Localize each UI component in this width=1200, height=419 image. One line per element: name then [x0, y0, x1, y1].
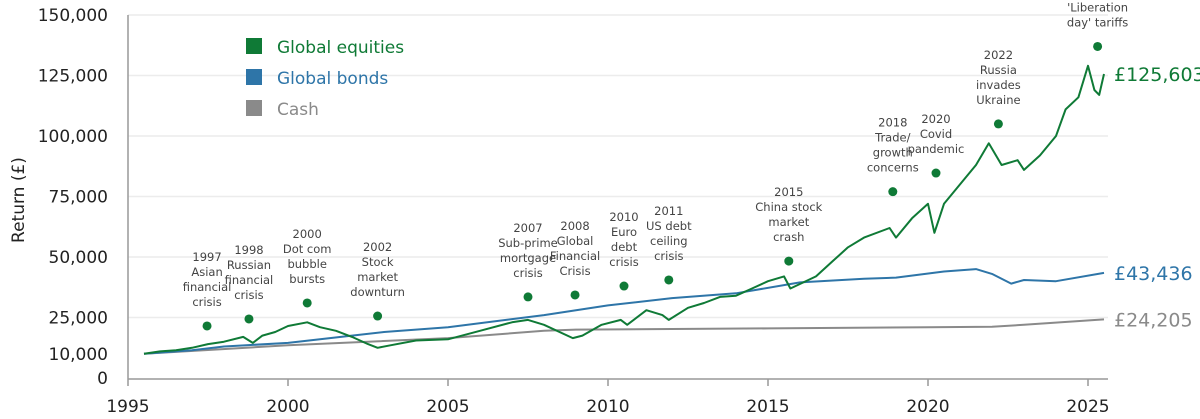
legend: Global equities Global bonds Cash [246, 38, 404, 120]
event-marker [619, 281, 629, 291]
event-marker [664, 275, 674, 285]
event-label: Crisis [559, 264, 590, 278]
legend-label: Global bonds [277, 69, 388, 89]
series-line-global-bonds [143, 268, 1105, 355]
series-lines: £24,205 £43,436 £125,603 [143, 64, 1200, 355]
event-label: bubble [287, 257, 326, 271]
series-line-global-equities [143, 64, 1105, 355]
event-label: day' tariffs [1067, 15, 1128, 29]
event-label: Global [557, 234, 594, 248]
event-label: Dot com [283, 242, 332, 256]
end-value-label: £24,205 [1114, 309, 1193, 331]
event-label: 1997 [192, 250, 221, 264]
event-label: crisis [513, 266, 542, 280]
y-tick-label: 10,000 [49, 345, 108, 365]
event-label: Sub-prime [498, 236, 558, 250]
event-label: bursts [289, 272, 325, 286]
event-marker [1093, 41, 1103, 51]
x-tick-label: 2000 [266, 397, 309, 417]
event-label: US debt [646, 219, 692, 233]
event-marker [244, 314, 254, 324]
event-label: crisis [234, 288, 263, 302]
event-marker [523, 292, 533, 302]
y-tick-label: 125,000 [38, 67, 108, 87]
event-label: 'Liberation [1067, 0, 1128, 14]
event-label: Asian [191, 265, 222, 279]
event-label: 2002 [363, 240, 392, 254]
event-label: debt [611, 240, 638, 254]
event-label: ceiling [650, 234, 688, 248]
event-label: China stock [755, 200, 822, 214]
event-label: market [768, 215, 809, 229]
axes: 0 10,000 25,000 50,000 75,000 100,000 125,000 1… [38, 6, 1110, 417]
y-tick-label: 0 [97, 369, 108, 389]
y-tick-label: 75,000 [49, 188, 108, 208]
x-tick-label: 2025 [1066, 397, 1109, 417]
x-tick-label: 2020 [906, 397, 949, 417]
x-tick-label: 1995 [106, 397, 149, 417]
event-label: growth [873, 146, 913, 160]
event-label: 2011 [654, 204, 683, 218]
event-label: downturn [350, 285, 405, 299]
x-tick-label: 2005 [426, 397, 469, 417]
y-axis-label: Return (£) [9, 157, 29, 243]
event-label: 2010 [609, 210, 638, 224]
event-label: concerns [867, 161, 919, 175]
event-marker [993, 119, 1003, 129]
event-marker [570, 290, 580, 300]
legend-label: Global equities [277, 38, 404, 58]
y-tick-label: 25,000 [49, 309, 108, 329]
y-tick-label: 150,000 [38, 6, 108, 26]
event-label: Covid [920, 127, 952, 141]
event-label: Stock [362, 255, 394, 269]
series-line-cash [143, 318, 1105, 355]
event-label: 1998 [234, 243, 263, 257]
event-label: crisis [654, 249, 683, 263]
event-label: Ukraine [976, 93, 1020, 107]
event-marker [931, 168, 941, 178]
event-marker [888, 187, 898, 197]
legend-label: Cash [277, 100, 319, 120]
event-label: crisis [192, 295, 221, 309]
event-label: crisis [609, 255, 638, 269]
event-marker [784, 256, 794, 266]
y-tick-label: 100,000 [38, 127, 108, 147]
event-label: invades [976, 78, 1021, 92]
event-label: mortgage [500, 251, 556, 265]
y-tick-label: 50,000 [49, 248, 108, 268]
event-label: Russian [227, 258, 271, 272]
event-label: Russia [980, 63, 1017, 77]
end-value-label: £43,436 [1114, 263, 1193, 285]
gridlines [128, 14, 1108, 319]
event-marker [202, 321, 212, 331]
event-label: 2000 [293, 227, 322, 241]
event-label: financial [225, 273, 274, 287]
event-label: 2018 [878, 116, 907, 130]
legend-swatch [246, 38, 262, 54]
event-label: 2008 [560, 219, 589, 233]
event-marker [373, 311, 383, 321]
event-label: market [357, 270, 398, 284]
event-marker [302, 298, 312, 308]
legend-swatch [246, 100, 262, 116]
x-tick-label: 2010 [586, 397, 629, 417]
event-label: 2020 [921, 112, 950, 126]
event-label: Trade/ [874, 131, 910, 145]
event-label: financial [183, 280, 232, 294]
event-label: 2022 [984, 48, 1013, 62]
x-tick-label: 2015 [746, 397, 789, 417]
event-label: Financial [550, 249, 600, 263]
annotations: 1997Asianfinancialcrisis1998Russianfinan… [183, 0, 1128, 331]
event-label: crash [773, 230, 804, 244]
end-value-label: £125,603 [1114, 64, 1200, 86]
legend-swatch [246, 69, 262, 85]
event-label: 2015 [774, 185, 803, 199]
event-label: 2007 [513, 221, 542, 235]
event-label: Euro [611, 225, 637, 239]
event-label: pandemic [908, 142, 965, 156]
